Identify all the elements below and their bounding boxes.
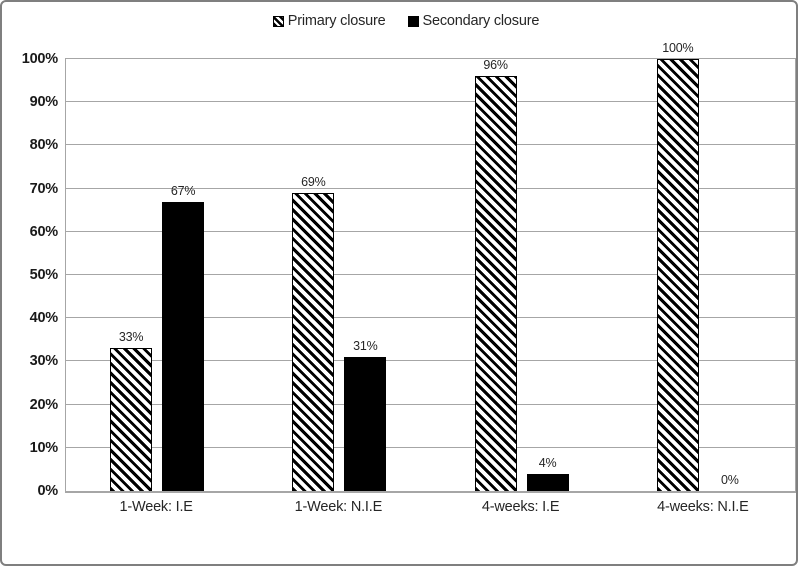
bar-value-label: 69%	[301, 174, 326, 189]
bar-primary-2	[474, 76, 517, 491]
y-axis-tick-label: 10%	[29, 439, 59, 456]
x-axis-category-label: 4-weeks: I.E	[481, 499, 560, 515]
bar-value-label: 96%	[483, 58, 508, 73]
y-axis-tick-label: 0%	[37, 483, 58, 499]
bar-value-label: 31%	[353, 339, 378, 354]
gridline	[66, 101, 795, 103]
bar-secondary-2	[526, 473, 569, 491]
y-axis-tick-label: 30%	[29, 353, 59, 370]
legend-label-primary-closure: Primary closure	[287, 13, 386, 29]
y-axis-tick-labels: 0% 10% 20% 30% 40% 50% 60% 70% 80% 90% 100%	[2, 51, 59, 499]
y-axis-tick-label: 90%	[29, 94, 59, 111]
gridline	[66, 403, 795, 405]
gridline	[66, 230, 795, 232]
solid-black-swatch-icon	[407, 15, 419, 27]
y-axis-tick-label: 80%	[29, 137, 59, 154]
y-axis-tick-label: 20%	[29, 396, 59, 413]
x-axis-category-label: 4-weeks: N.I.E	[657, 499, 749, 515]
chart-legend: Primary closure Secondary closure	[2, 13, 796, 29]
y-axis-tick-label: 100%	[21, 51, 58, 67]
bar-value-label: 4%	[538, 455, 557, 470]
diagonal-hatch-swatch-icon	[272, 15, 284, 27]
y-axis-tick-label: 40%	[29, 310, 59, 327]
gridline	[66, 360, 795, 362]
bar-value-label: 100%	[662, 41, 694, 55]
legend-item-primary-closure: Primary closure	[272, 13, 386, 29]
plot-area: 33% 67% 69% 31% 96% 4% 100% 0%	[65, 41, 796, 493]
x-axis-category-label: 1-Week: I.E	[119, 499, 193, 515]
bar-value-label: 67%	[170, 183, 196, 198]
gridline	[66, 144, 795, 146]
bar-primary-1	[292, 192, 335, 491]
legend-item-secondary-closure: Secondary closure	[407, 13, 540, 29]
bar-primary-3	[656, 59, 699, 491]
x-axis-category-label: 1-Week: N.I.E	[294, 499, 383, 515]
gridline	[66, 446, 795, 448]
bar-value-label: 33%	[118, 330, 144, 345]
bar-secondary-0	[162, 201, 205, 491]
bar-secondary-1	[344, 357, 387, 491]
gridline	[66, 317, 795, 319]
gridline	[66, 187, 795, 189]
y-axis-tick-label: 70%	[29, 180, 59, 197]
bar-primary-0	[110, 348, 153, 491]
legend-label-secondary-closure: Secondary closure	[422, 13, 540, 29]
bar-value-label: 0%	[721, 473, 739, 487]
x-axis-category-labels: 1-Week: I.E 1-Week: N.I.E 4-weeks: I.E 4-we…	[65, 498, 794, 518]
y-axis-tick-label: 50%	[29, 267, 59, 283]
gridline	[66, 274, 795, 275]
y-axis-tick-label: 60%	[29, 223, 59, 240]
